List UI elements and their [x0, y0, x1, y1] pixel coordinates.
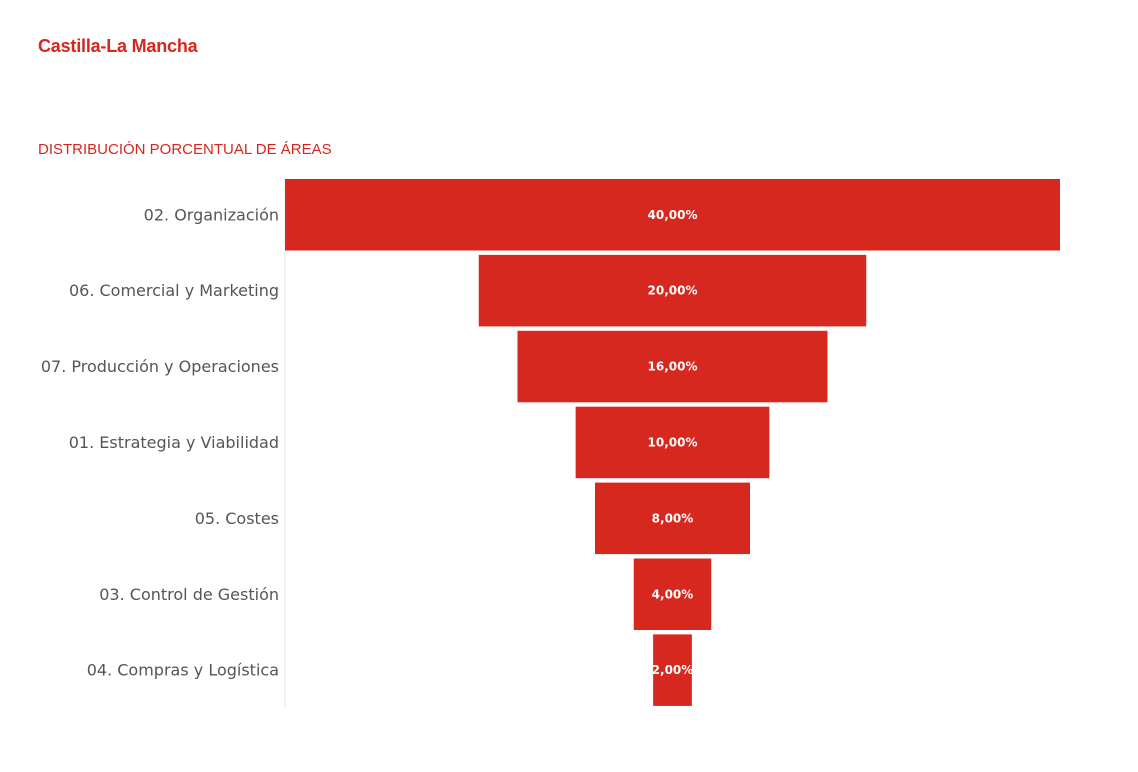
- category-label: 06. Comercial y Marketing: [69, 281, 279, 300]
- funnel-value-labels: 40,00% 20,00% 16,00% 10,00% 8,00% 4,00% 2,00%: [648, 208, 698, 677]
- category-label: 03. Control de Gestión: [99, 585, 279, 604]
- category-label: 02. Organización: [144, 205, 279, 224]
- funnel-bar[interactable]: [517, 330, 828, 403]
- category-label: 04. Compras y Logística: [87, 661, 279, 680]
- funnel-bar[interactable]: [595, 482, 750, 555]
- data-label: 16,00%: [648, 360, 698, 374]
- data-label: 8,00%: [652, 511, 694, 525]
- chart-title: DISTRIBUCIÓN PORCENTUAL DE ÁREAS: [38, 141, 332, 158]
- funnel-bars: [285, 179, 1060, 706]
- category-label: 07. Producción y Operaciones: [41, 357, 279, 376]
- data-label: 40,00%: [648, 208, 698, 222]
- funnel-bar[interactable]: [633, 558, 712, 631]
- region-title: Castilla-La Mancha: [38, 36, 198, 56]
- funnel-bar[interactable]: [575, 406, 770, 479]
- data-label: 2,00%: [652, 663, 694, 677]
- funnel-bar[interactable]: [478, 254, 867, 327]
- data-label: 10,00%: [648, 435, 698, 449]
- category-label: 01. Estrategia y Viabilidad: [69, 433, 279, 452]
- funnel-bar[interactable]: [653, 634, 692, 706]
- funnel-category-labels: 02. Organización 06. Comercial y Marketin…: [41, 205, 279, 679]
- funnel-bar[interactable]: [285, 179, 1060, 251]
- data-label: 4,00%: [652, 587, 694, 601]
- category-label: 05. Costes: [195, 509, 279, 528]
- data-label: 20,00%: [648, 284, 698, 298]
